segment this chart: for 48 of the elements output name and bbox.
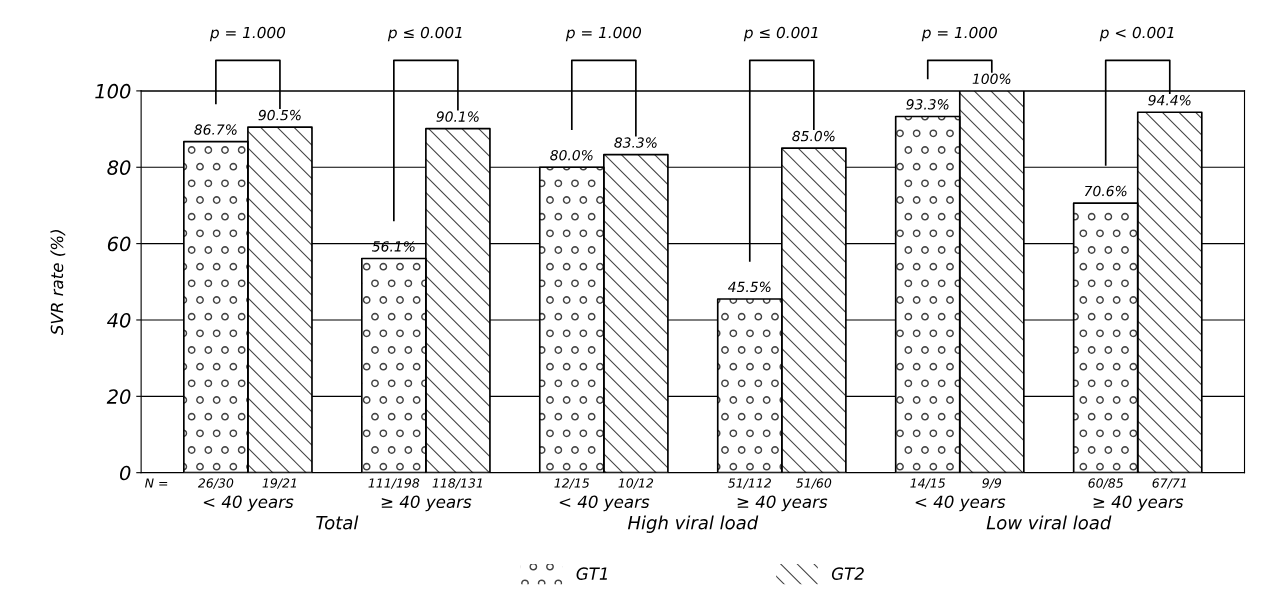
x-tick-label: ≥ 40 years	[381, 495, 472, 512]
y-tick-label: 40	[107, 312, 131, 328]
y-axis-title: SVR rate (%)	[50, 230, 66, 336]
y-tick-label: 20	[106, 389, 131, 404]
data-label: 85.0%	[792, 130, 835, 142]
data-label: 45.5%	[727, 281, 771, 293]
data-label: 90.1%	[436, 111, 479, 122]
text: 118/131	[432, 478, 482, 489]
text: High viral load	[627, 515, 759, 533]
y-tick-label: 80	[107, 160, 131, 175]
text: 67/71	[1152, 478, 1186, 489]
data-label: 86.7%	[194, 124, 237, 135]
text: 19/21	[262, 478, 297, 489]
x-tick-label: ≥ 40 years	[1093, 495, 1184, 512]
x-tick-label: < 40 years	[559, 495, 650, 512]
text: 51/112	[728, 478, 771, 489]
data-label: 70.6%	[1084, 185, 1127, 197]
text: p < 0.001	[1099, 26, 1174, 42]
text: 10/12	[618, 478, 654, 489]
data-label: 94.4%	[1148, 94, 1191, 106]
data-label: 90.5%	[258, 109, 301, 121]
text: 51/60	[796, 478, 832, 489]
text: p ≤ 0.001	[387, 26, 462, 42]
legend-label: GT2	[831, 567, 864, 580]
text: 9/9	[982, 478, 1002, 489]
y-tick-label: 100	[95, 83, 131, 99]
x-tick-label: < 40 years	[915, 495, 1006, 512]
data-label: 80.0%	[550, 149, 593, 161]
text: p ≤ 0.001	[743, 26, 818, 42]
text: 60/85	[1088, 478, 1124, 489]
text: Total	[316, 515, 359, 530]
text: p = 1.000	[921, 26, 997, 42]
text: Low viral load	[986, 515, 1112, 530]
y-tick-label: 60	[107, 236, 131, 252]
data-label: 83.3%	[614, 137, 657, 148]
text: 26/30	[197, 478, 234, 489]
legend-label: GT1	[576, 567, 607, 580]
data-label: 93.3%	[906, 99, 949, 110]
x-tick-label: < 40 years	[203, 495, 294, 512]
text: 12/15	[554, 478, 590, 489]
text: 111/198	[368, 478, 420, 489]
y-tick-label: 0	[120, 465, 131, 481]
text: p = 1.000	[209, 26, 286, 42]
text: p = 1.000	[565, 26, 642, 42]
text: N =	[145, 478, 168, 488]
data-label: 100%	[972, 73, 1011, 85]
x-tick-label: ≥ 40 years	[737, 495, 828, 512]
text: 14/15	[910, 478, 946, 489]
